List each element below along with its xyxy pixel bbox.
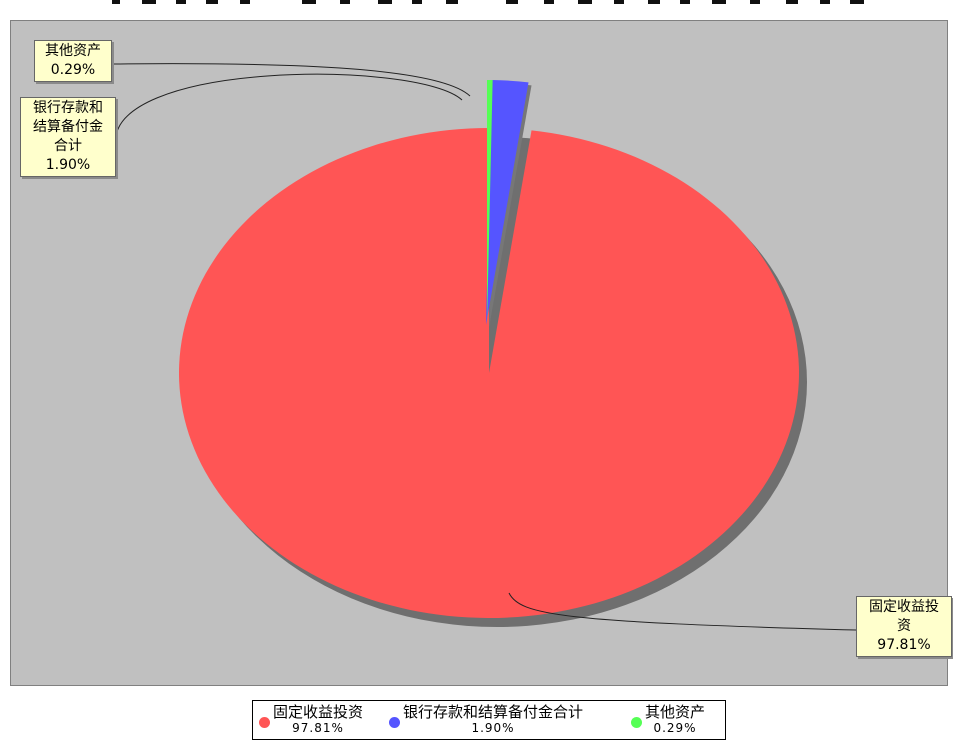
title-fragment [112, 0, 120, 4]
legend-swatch [631, 717, 642, 728]
title-fragment [176, 0, 186, 4]
title-fragment [614, 0, 624, 4]
slice-fixed-income [179, 128, 800, 619]
title-fragments [112, 0, 864, 4]
title-fragment [446, 0, 458, 4]
legend-label: 其他资产 [645, 703, 706, 721]
legend-label: 固定收益投资 [273, 703, 364, 721]
callout-label-line: 银行存款和 [33, 100, 103, 116]
title-fragment [578, 0, 592, 4]
legend-percent: 97.81% [292, 721, 344, 735]
title-fragment [680, 0, 690, 4]
leader-bank-deposits [115, 73, 463, 149]
title-fragment [712, 0, 726, 4]
callout-percent: 97.81% [877, 637, 931, 653]
legend-item-bank-deposits: 银行存款和结算备付金合计 1.90% [389, 703, 617, 739]
title-fragment [142, 0, 156, 4]
slice-other-assets [487, 80, 493, 325]
legend-percent: 1.90% [471, 721, 515, 735]
title-fragment [820, 0, 830, 4]
callout-bank-deposits: 银行存款和 结算备付金 合计 1.90% [20, 97, 116, 177]
callout-label-line: 固定收益投 [869, 599, 939, 615]
slice-bank-deposits [486, 80, 529, 325]
title-fragment [378, 0, 392, 4]
legend-percent: 0.29% [653, 721, 697, 735]
title-fragment [850, 0, 864, 4]
leader-fixed-income [508, 592, 857, 631]
callout-label-line: 结算备付金 [33, 119, 103, 135]
callout-other-assets: 其他资产 0.29% [34, 40, 112, 82]
legend-item-other-assets: 其他资产 0.29% [631, 703, 723, 739]
title-fragment [786, 0, 798, 4]
title-fragment [648, 0, 660, 4]
legend: 固定收益投资 97.81% 银行存款和结算备付金合计 1.90% 其他资产 0.… [252, 700, 726, 740]
callout-percent: 1.90% [45, 157, 91, 173]
title-fragment [544, 0, 554, 4]
title-fragment [206, 0, 218, 4]
callout-fixed-income: 固定收益投 资 97.81% [856, 596, 952, 657]
callout-label-line: 其他资产 [45, 43, 101, 59]
legend-label: 银行存款和结算备付金合计 [403, 703, 584, 721]
legend-swatch [259, 717, 270, 728]
pie-slices [179, 80, 800, 619]
leader-lines [111, 63, 857, 631]
title-fragment [302, 0, 316, 4]
title-fragment [340, 0, 350, 4]
callout-label-line: 合计 [54, 138, 82, 154]
callout-label-line: 资 [897, 618, 911, 634]
legend-swatch [389, 717, 400, 728]
legend-item-fixed-income: 固定收益投资 97.81% [259, 703, 385, 739]
leader-other-assets [111, 63, 471, 97]
title-fragment [506, 0, 518, 4]
callout-percent: 0.29% [50, 62, 96, 78]
title-fragment [240, 0, 250, 4]
title-fragment [412, 0, 422, 4]
title-fragment [750, 0, 760, 4]
